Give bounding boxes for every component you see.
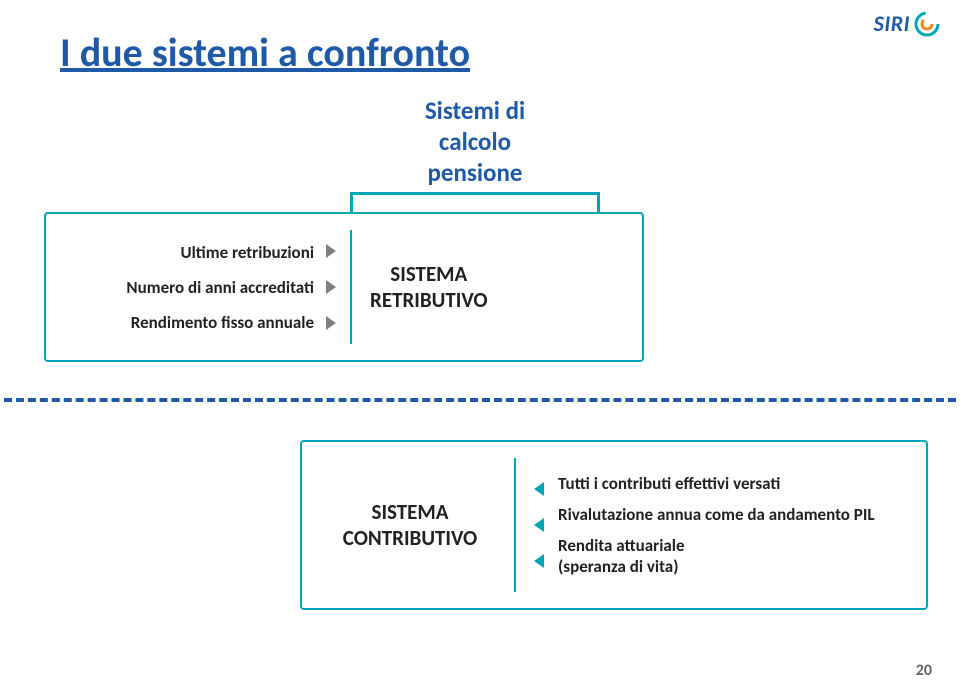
contributivo-input-1: Rivalutazione annua come da andamento PI… [558,504,888,525]
contributivo-input-3: (speranza di vita) [558,556,679,577]
box-retributivo: Ultime retribuzioni Numero di anni accre… [44,212,644,362]
subtitle-line2: calcolo [395,126,555,157]
retributivo-input-0: Ultime retribuzioni [64,242,314,263]
contributivo-input-2: Rendita attuariale [558,535,685,556]
logo-swirl-icon [914,11,940,37]
bracket-connector [350,192,600,214]
arrow-right-icon [326,280,336,294]
vertical-separator [350,230,352,344]
arrow-right-icon [326,316,336,330]
arrow-left-icon [534,482,544,496]
dashed-divider [4,398,956,402]
retributivo-label: SISTEMA RETRIBUTIVO [370,261,488,313]
logo-text: SIRI [874,10,910,37]
retributivo-label-line1: SISTEMA [370,261,488,287]
arrow-left-icon [534,518,544,532]
contributivo-inputs: Tutti i contributi effettivi versati Riv… [558,473,888,577]
page-number: 20 [916,661,932,680]
subtitle-block: Sistemi di calcolo pensione [395,95,555,188]
retributivo-input-2: Rendimento fisso annuale [64,312,314,333]
retributivo-inputs: Ultime retribuzioni Numero di anni accre… [64,242,314,333]
subtitle-line1: Sistemi di [395,95,555,126]
contributivo-label-line2: CONTRIBUTIVO [320,525,500,551]
retributivo-label-line2: RETRIBUTIVO [370,287,488,313]
arrows-left [534,482,544,568]
retributivo-input-1: Numero di anni accreditati [64,277,314,298]
contributivo-input-0: Tutti i contributi effettivi versati [558,473,888,494]
vertical-separator [514,458,516,592]
arrow-left-icon [534,554,544,568]
contributivo-label: SISTEMA CONTRIBUTIVO [320,499,500,551]
subtitle-line3: pensione [395,157,555,188]
box-contributivo: SISTEMA CONTRIBUTIVO Tutti i contributi … [300,440,928,610]
brand-logo: SIRI [874,10,940,37]
arrows-right [326,244,336,330]
arrow-right-icon [326,244,336,258]
page-title: I due sistemi a confronto [60,28,470,77]
contributivo-label-line1: SISTEMA [320,499,500,525]
